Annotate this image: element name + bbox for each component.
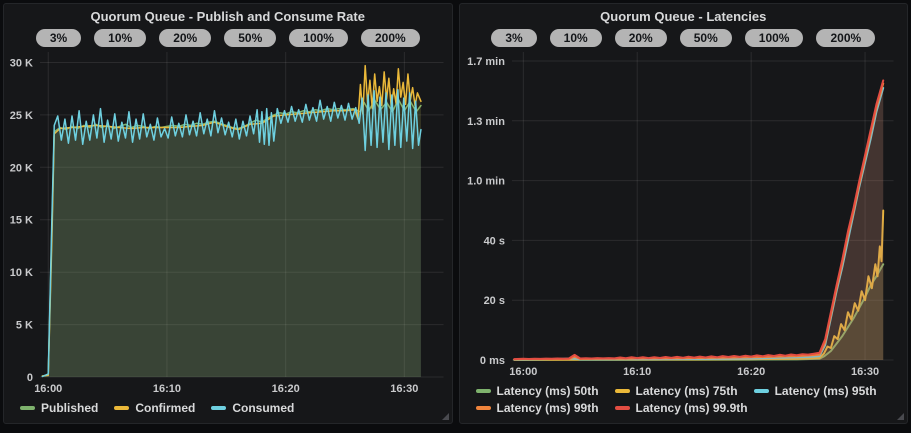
- rate-chart-legend: Published Confirmed Consumed: [4, 399, 452, 423]
- svg-text:16:10: 16:10: [623, 366, 651, 378]
- legend-label: Latency (ms) 95th: [774, 384, 877, 398]
- legend-item-latency-99th[interactable]: Latency (ms) 99th: [475, 401, 599, 415]
- svg-text:1.7 min: 1.7 min: [467, 56, 505, 68]
- legend-item-confirmed[interactable]: Confirmed: [114, 401, 195, 415]
- load-step-pill-10[interactable]: 10%: [94, 29, 147, 47]
- svg-text:20 K: 20 K: [10, 162, 33, 174]
- latency-95th-swatch: [753, 389, 769, 393]
- load-step-pill-50[interactable]: 50%: [224, 29, 277, 47]
- legend-label: Latency (ms) 99.9th: [635, 401, 748, 415]
- load-step-pills: 3% 10% 20% 50% 100% 200%: [460, 29, 908, 48]
- load-step-pill-20[interactable]: 20%: [159, 29, 212, 47]
- panel-latencies: Quorum Queue - Latencies 3% 10% 20% 50% …: [458, 3, 908, 424]
- legend-item-latency-75th[interactable]: Latency (ms) 75th: [614, 384, 738, 398]
- svg-text:16:10: 16:10: [153, 383, 181, 395]
- svg-text:0: 0: [27, 372, 33, 384]
- chart-area-latencies[interactable]: 0 ms 20 s 40 s 1.0 min 1.3 min 1.7 min 16:00 16…: [460, 48, 908, 382]
- svg-text:16:20: 16:20: [272, 383, 300, 395]
- panel-resize-handle-icon[interactable]: [441, 413, 449, 420]
- latency-75th-swatch: [614, 389, 630, 393]
- legend-item-consumed[interactable]: Consumed: [211, 401, 294, 415]
- svg-text:10 K: 10 K: [10, 267, 33, 279]
- legend-label: Confirmed: [135, 401, 196, 415]
- latency-chart-canvas[interactable]: 0 ms 20 s 40 s 1.0 min 1.3 min 1.7 min 16:00 16…: [460, 48, 908, 382]
- svg-text:40 s: 40 s: [483, 235, 504, 247]
- svg-text:1.0 min: 1.0 min: [467, 176, 505, 188]
- panel-title: Quorum Queue - Publish and Consume Rate: [90, 9, 365, 24]
- svg-text:16:00: 16:00: [34, 383, 62, 395]
- load-step-pill-200[interactable]: 200%: [360, 29, 420, 47]
- svg-text:16:30: 16:30: [851, 366, 879, 378]
- chart-area-publish-consume[interactable]: 0 5 K 10 K 15 K 20 K 25 K 30 K 16:00 16:10 16:20 1…: [4, 48, 452, 399]
- load-step-pill-20[interactable]: 20%: [614, 29, 667, 47]
- load-step-pill-200[interactable]: 200%: [816, 29, 876, 47]
- published-swatch: [20, 406, 35, 410]
- load-step-pills: 3% 10% 20% 50% 100% 200%: [4, 29, 452, 48]
- svg-text:16:20: 16:20: [737, 366, 765, 378]
- legend-label: Published: [41, 401, 99, 415]
- rate-chart-canvas[interactable]: 0 5 K 10 K 15 K 20 K 25 K 30 K 16:00 16:10 16:20 1…: [4, 48, 452, 399]
- legend-label: Latency (ms) 75th: [635, 384, 738, 398]
- load-step-pill-3[interactable]: 3%: [35, 29, 82, 47]
- confirmed-swatch: [114, 406, 130, 410]
- panel-publish-consume-rate: Quorum Queue - Publish and Consume Rate …: [3, 3, 453, 424]
- legend-label: Latency (ms) 50th: [496, 384, 599, 398]
- legend-item-latency-95th[interactable]: Latency (ms) 95th: [753, 384, 877, 398]
- load-step-pill-100[interactable]: 100%: [744, 29, 804, 47]
- legend-item-latency-50th[interactable]: Latency (ms) 50th: [475, 384, 599, 398]
- svg-text:1.3 min: 1.3 min: [467, 116, 505, 128]
- latency-99th-swatch: [475, 406, 491, 410]
- load-step-pill-3[interactable]: 3%: [491, 29, 537, 47]
- latency-50th-swatch: [475, 389, 491, 393]
- latency-chart-legend: Latency (ms) 50th Latency (ms) 75th Late…: [460, 382, 908, 423]
- panel-title: Quorum Queue - Latencies: [600, 9, 767, 24]
- svg-text:0 ms: 0 ms: [479, 355, 504, 367]
- svg-text:25 K: 25 K: [10, 110, 33, 122]
- load-step-pill-50[interactable]: 50%: [679, 29, 732, 47]
- panel-resize-handle-icon[interactable]: [897, 413, 904, 420]
- svg-text:30 K: 30 K: [10, 57, 33, 69]
- legend-label: Consumed: [232, 401, 295, 415]
- load-step-pill-10[interactable]: 10%: [549, 29, 602, 47]
- svg-text:5 K: 5 K: [16, 320, 33, 332]
- legend-item-published[interactable]: Published: [20, 401, 98, 415]
- svg-text:16:00: 16:00: [509, 366, 537, 378]
- legend-label: Latency (ms) 99th: [496, 401, 599, 415]
- svg-text:20 s: 20 s: [483, 295, 504, 307]
- svg-text:15 K: 15 K: [10, 215, 33, 227]
- consumed-swatch: [211, 406, 227, 410]
- svg-text:16:30: 16:30: [390, 383, 418, 395]
- load-step-pill-100[interactable]: 100%: [289, 29, 348, 47]
- legend-item-latency-99-9th[interactable]: Latency (ms) 99.9th: [614, 401, 748, 415]
- latency-99-9th-swatch: [614, 406, 630, 410]
